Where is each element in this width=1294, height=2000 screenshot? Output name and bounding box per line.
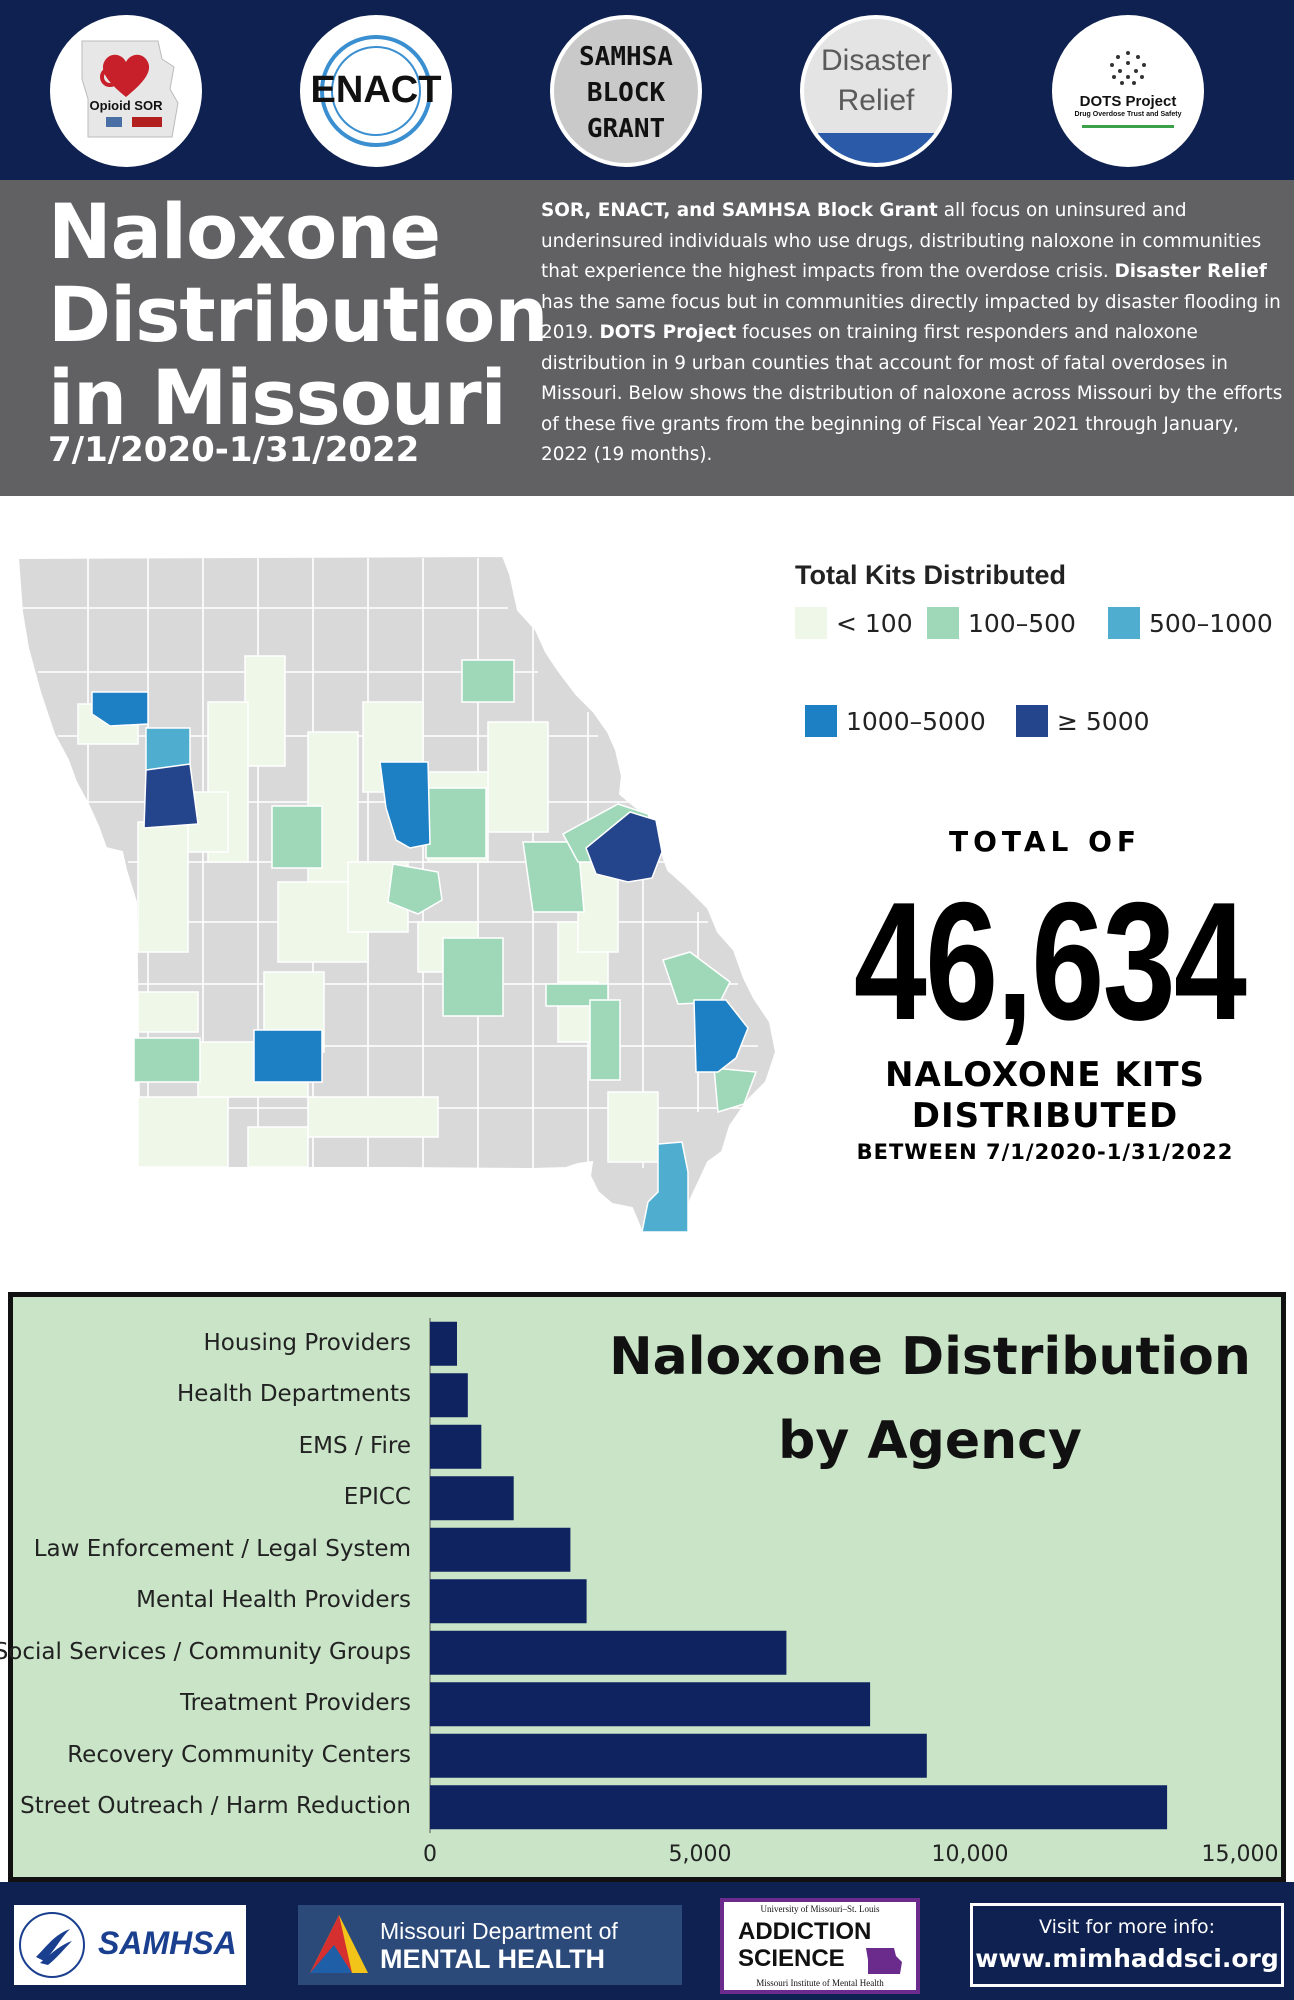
legend-swatch: [805, 705, 837, 737]
category-label: Mental Health Providers: [136, 1587, 411, 1614]
dmh-logo: Missouri Department of MENTAL HEALTH: [298, 1905, 682, 1985]
opioid-sor-logo: Opioid SOR: [50, 15, 202, 167]
total-label-line1: NALOXONE KITS: [884, 1055, 1205, 1095]
dmh-wordmark: Missouri Department of MENTAL HEALTH: [380, 1917, 618, 1973]
legend-swatch: [927, 607, 959, 639]
category-label: Health Departments: [177, 1381, 411, 1408]
addsci-bottom-text: Missouri Institute of Mental Health: [756, 1978, 884, 1988]
legend-item-under-100: < 100: [795, 607, 913, 639]
samhsa-logo: SAMHSA: [14, 1905, 246, 1985]
disaster-relief-logo: Disaster Relief: [800, 15, 952, 167]
legend-label: ≥ 5000: [1057, 706, 1150, 736]
category-label: Treatment Providers: [179, 1690, 411, 1717]
missouri-heart-icon: [81, 40, 179, 138]
legend-label: < 100: [836, 608, 913, 638]
category-label: EPICC: [343, 1484, 411, 1511]
intro-paragraph: SOR, ENACT, and SAMHSA Block Grant all f…: [541, 196, 1286, 471]
addsci-line2: SCIENCE: [738, 1945, 845, 1972]
x-tick-label: 10,000: [931, 1842, 1009, 1867]
dmh-line1: Missouri Department of: [380, 1918, 618, 1944]
total-prefix: TOTAL OF: [948, 825, 1142, 858]
category-label: Recovery Community Centers: [67, 1741, 411, 1768]
title-line-3: in Missouri: [48, 353, 507, 442]
legend-swatch: [1108, 607, 1140, 639]
intro-bold-3: DOTS Project: [599, 322, 737, 343]
missouri-outline-icon: [866, 1948, 902, 1974]
logo-bar: Opioid SOR ENACT SAMHSA BLOCK GRANT Disa…: [0, 0, 1294, 180]
addsci-line1: ADDICTION: [738, 1918, 872, 1945]
legend-item-100-500: 100–500: [927, 607, 1076, 639]
hhs-eagle-icon: [19, 1912, 85, 1978]
title-band: Naloxone Distribution in Missouri 7/1/20…: [0, 180, 1294, 496]
legend-label: 1000–5000: [846, 706, 986, 736]
category-label: EMS / Fire: [298, 1432, 411, 1459]
dmh-triangle-icon: [310, 1915, 368, 1973]
addsci-wordmark: ADDICTION SCIENCE: [738, 1918, 871, 1972]
legend-item-500-1000: 500–1000: [1108, 607, 1273, 639]
category-label: Social Services / Community Groups: [0, 1638, 411, 1665]
dots-project-logo: DOTS Project Drug Overdose Trust and Saf…: [1052, 15, 1204, 167]
visit-info-box[interactable]: Visit for more info: www.mimhaddsci.org: [970, 1903, 1284, 1987]
samhsa-wordmark: SAMHSA: [98, 1925, 237, 1961]
dmh-line2: MENTAL HEALTH: [380, 1944, 605, 1974]
dots-label: DOTS Project: [1079, 93, 1177, 110]
addiction-science-logo: University of Missouri–St. Louis ADDICTI…: [720, 1898, 920, 1994]
website-link[interactable]: www.mimhaddsci.org: [975, 1944, 1279, 1973]
enact-ring-icon: [320, 35, 432, 147]
total-value: 46,634: [853, 867, 1247, 1055]
block-grant-line2: BLOCK: [586, 78, 666, 108]
legend-swatch: [1016, 705, 1048, 737]
block-grant-line3: GRANT: [586, 114, 666, 144]
legend-label: 100–500: [968, 608, 1076, 638]
samhsa-block-grant-logo: SAMHSA BLOCK GRANT: [550, 15, 702, 167]
title-line-2: Distribution: [48, 270, 548, 359]
page-title: Naloxone Distribution in Missouri: [48, 187, 548, 442]
legend-title: Total Kits Distributed: [795, 560, 1067, 590]
legend-item-5000-plus: ≥ 5000: [1016, 705, 1150, 737]
chart-title-line1: Naloxone Distribution: [609, 1327, 1251, 1387]
block-grant-line1: SAMHSA: [579, 42, 673, 72]
addsci-top-text: University of Missouri–St. Louis: [760, 1904, 880, 1914]
agency-chart-panel: [8, 1292, 1286, 1882]
disaster-line2: Relief: [837, 84, 915, 117]
legend-label: 500–1000: [1149, 608, 1273, 638]
missouri-county-map: [18, 554, 778, 1233]
x-tick-label: 0: [423, 1842, 437, 1867]
total-label-line2: DISTRIBUTED: [911, 1096, 1179, 1136]
total-label: NALOXONE KITS DISTRIBUTED: [800, 1055, 1290, 1137]
legend-swatch: [795, 607, 827, 639]
intro-bold-2: Disaster Relief: [1114, 261, 1267, 282]
enact-logo: ENACT: [300, 15, 452, 167]
x-tick-label: 15,000: [1201, 1842, 1279, 1867]
chart-title-line2: by Agency: [778, 1411, 1082, 1471]
visit-label: Visit for more info:: [1039, 1916, 1215, 1938]
date-range: 7/1/2020-1/31/2022: [48, 430, 420, 470]
intro-bold-1: SOR, ENACT, and SAMHSA Block Grant: [541, 200, 938, 221]
x-tick-label: 5,000: [668, 1842, 732, 1867]
legend-item-1000-5000: 1000–5000: [805, 705, 986, 737]
dots-sublabel: Drug Overdose Trust and Safety: [1074, 111, 1182, 118]
category-label: Street Outreach / Harm Reduction: [20, 1793, 411, 1820]
intro-text-3: focuses on training first responders and…: [541, 322, 1283, 465]
disaster-line1: Disaster: [820, 44, 932, 77]
intro-text-1: all focus on uninsured and underinsured …: [541, 200, 1262, 282]
total-date-range: BETWEEN 7/1/2020-1/31/2022: [856, 1140, 1234, 1164]
intro-text-2: has the same focus but in communities di…: [541, 291, 1281, 344]
colored-counties: [77, 655, 758, 1233]
opioid-sor-label: Opioid SOR: [89, 98, 163, 113]
category-label: Law Enforcement / Legal System: [33, 1535, 411, 1562]
chart-title: Naloxone Distribution by Agency: [600, 1315, 1260, 1483]
category-label: Housing Providers: [203, 1329, 411, 1356]
dots-network-icon: [1082, 51, 1174, 128]
title-line-1: Naloxone: [48, 187, 441, 276]
enact-label: ENACT: [310, 69, 442, 111]
